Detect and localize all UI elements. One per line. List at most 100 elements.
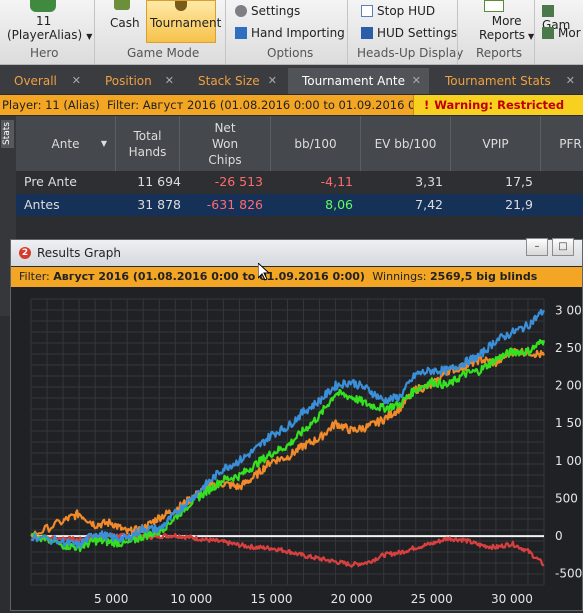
cell-vpip: 17,5 xyxy=(505,174,533,189)
tab-label: Tournament Stats xyxy=(445,74,551,88)
table-header: Ante ▼ Total Hands Net Won Chips bb/100 E… xyxy=(16,116,583,171)
group-label-game-mode: Game Mode xyxy=(127,46,200,60)
close-icon[interactable]: ✕ xyxy=(565,74,575,87)
close-icon[interactable]: ✕ xyxy=(71,74,81,87)
cell-ev-bb100: 7,42 xyxy=(415,197,443,212)
stop-hud-label: Stop HUD xyxy=(377,4,436,18)
player-filter-text[interactable]: Player: 11 (Alias) Filter: Август 2016 (… xyxy=(2,98,439,112)
more-label: Mor xyxy=(558,26,581,40)
column-header-ante[interactable]: Ante ▼ xyxy=(16,116,116,171)
cell-ante: Pre Ante xyxy=(24,174,77,189)
trophy-icon xyxy=(175,1,187,11)
more-reports-label-1: More xyxy=(491,14,522,28)
tournament-label: Tournament xyxy=(150,16,222,30)
cash-icon xyxy=(114,0,130,10)
results-graph-window[interactable]: 2 Results Graph – □ Filter: Август 2016 … xyxy=(10,238,583,611)
tournament-button[interactable]: Tournament xyxy=(146,0,221,43)
settings-button[interactable]: Settings xyxy=(235,4,300,18)
table-row[interactable]: Pre Ante 11 694 -26 513 -4,11 3,31 17,5 xyxy=(16,171,583,193)
winnings-label: Winnings: xyxy=(372,270,427,283)
y-tick-label: 1 000 xyxy=(555,454,582,468)
graph-filter-value: Август 2016 (01.08.2016 0:00 to 01.09.20… xyxy=(53,270,365,283)
mouse-cursor-icon xyxy=(258,263,270,281)
dropdown-arrow-icon[interactable]: ▼ xyxy=(100,138,107,148)
tab-tournament-ante[interactable]: Tournament Ante ✕ xyxy=(288,68,429,94)
y-tick-label: 2 000 xyxy=(555,379,582,393)
tab-position[interactable]: Position ✕ xyxy=(91,68,182,94)
table-row[interactable]: Antes 31 878 -631 826 8,06 7,42 21,9 xyxy=(16,194,583,216)
cell-bb100: 8,06 xyxy=(325,197,353,212)
cell-net-won: -631 826 xyxy=(206,197,263,212)
cash-button[interactable]: Cash xyxy=(110,16,140,30)
more-reports-button[interactable]: More Reports ▼ xyxy=(479,14,534,44)
group-label-options: Options xyxy=(267,46,314,60)
y-tick-label: 0 xyxy=(555,529,563,543)
y-tick-label: 500 xyxy=(555,491,578,505)
more-icon xyxy=(542,27,554,39)
x-tick-label: 20 000 xyxy=(331,592,373,606)
graph-filter-label: Filter: xyxy=(19,270,50,283)
hand-importing-label: Hand Importing xyxy=(251,26,345,40)
cell-total-hands: 31 878 xyxy=(137,197,181,212)
hero-number[interactable]: 11 xyxy=(36,14,52,28)
series-line-0 xyxy=(30,308,546,549)
hand-importing-button[interactable]: Hand Importing xyxy=(235,26,345,40)
column-header-net-won-chips[interactable]: Net Won Chips xyxy=(180,116,271,171)
cell-vpip: 21,9 xyxy=(505,197,533,212)
minimize-button[interactable]: – xyxy=(526,238,548,256)
y-tick-label: 1 500 xyxy=(555,416,582,430)
header-label: Total Hands xyxy=(128,128,167,159)
tab-label: Position xyxy=(105,74,152,88)
chevron-down-icon: ▼ xyxy=(86,32,93,41)
maximize-button[interactable]: □ xyxy=(552,238,574,256)
report-tab-bar: Overall ✕ Position ✕ Stack Size ✕ Tournamen… xyxy=(0,65,583,94)
tab-tournament-stats[interactable]: Tournament Stats ✕ xyxy=(431,68,583,94)
header-label: Ante xyxy=(51,136,80,151)
chevron-down-icon: ▼ xyxy=(528,32,535,41)
restricted-hands-warning[interactable]: !Warning: Restricted Hands xyxy=(413,95,583,132)
hero-selector[interactable]: (PlayerAlias) ▼ xyxy=(7,28,92,42)
tab-stack-size[interactable]: Stack Size ✕ xyxy=(184,68,285,94)
stop-hud-checkbox-icon xyxy=(361,5,373,17)
tab-overall[interactable]: Overall ✕ xyxy=(0,68,89,94)
hud-settings-button[interactable]: HUD Settings xyxy=(361,26,457,40)
group-label-hud: Heads-Up Display xyxy=(357,46,464,60)
close-icon[interactable]: ✕ xyxy=(411,74,421,87)
graph-window-title: Results Graph xyxy=(37,246,121,260)
header-label: PFR xyxy=(559,136,582,151)
column-header-ev-bb100[interactable]: EV bb/100 xyxy=(361,116,451,171)
import-arrow-icon xyxy=(235,27,247,39)
x-tick-label: 25 000 xyxy=(411,592,453,606)
gear-icon xyxy=(235,5,247,17)
hud-settings-icon xyxy=(361,27,373,39)
close-icon[interactable]: ✕ xyxy=(164,74,174,87)
more-button[interactable]: Mor xyxy=(542,26,581,40)
y-tick-label: 3 000 xyxy=(555,303,582,317)
y-tick-label: -500 xyxy=(555,567,582,581)
tab-label: Overall xyxy=(14,74,57,88)
cell-total-hands: 11 694 xyxy=(137,174,181,189)
hero-icon xyxy=(30,0,56,12)
y-tick-label: 2 500 xyxy=(555,341,582,355)
reports-icon xyxy=(484,0,504,12)
warning-icon: ! xyxy=(424,98,430,112)
stop-hud-button[interactable]: Stop HUD xyxy=(361,4,435,18)
column-header-bb100[interactable]: bb/100 xyxy=(271,116,361,171)
results-line-chart: 3 000 2 500 2 000 1 500 1 000 500 0 -500 5 000 10… xyxy=(30,298,583,606)
cell-bb100: -4,11 xyxy=(320,174,353,189)
stats-side-tab[interactable]: Stats xyxy=(1,120,14,148)
ribbon-toolbar: 11 (PlayerAlias) ▼ Hero Cash Tournament G… xyxy=(0,0,583,65)
winnings-value: 2569,5 big blinds xyxy=(430,270,538,283)
header-label: VPIP xyxy=(482,136,509,151)
column-header-total-hands[interactable]: Total Hands xyxy=(116,116,180,171)
more-reports-label-2: Reports xyxy=(479,28,526,42)
header-label: Net Won Chips xyxy=(208,120,242,167)
tab-label: Tournament Ante xyxy=(302,74,406,88)
column-header-pfr[interactable]: PFR xyxy=(541,116,583,171)
tab-label: Stack Size xyxy=(198,74,260,88)
graph-title-bar[interactable]: 2 Results Graph – □ xyxy=(11,238,582,266)
x-tick-label: 30 000 xyxy=(491,592,533,606)
close-icon[interactable]: ✕ xyxy=(267,74,277,87)
window-badge-icon: 2 xyxy=(19,247,31,259)
column-header-vpip[interactable]: VPIP xyxy=(451,116,541,171)
